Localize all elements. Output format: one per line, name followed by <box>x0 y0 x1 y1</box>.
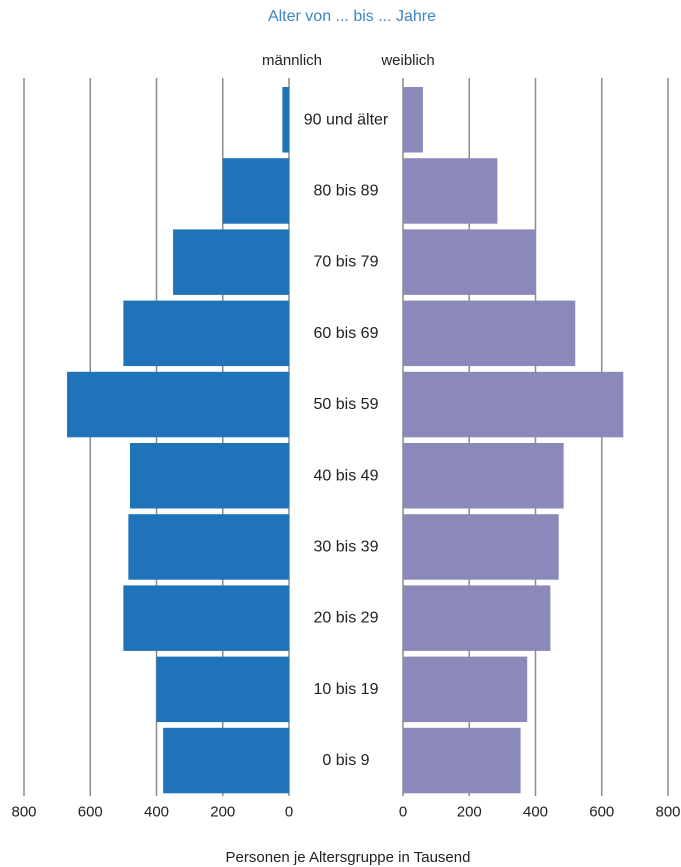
category-label-9: 0 bis 9 <box>322 752 369 769</box>
tick-label-male-0: 0 <box>285 803 293 820</box>
bar-female-0 <box>403 87 423 153</box>
category-label-7: 20 bis 29 <box>314 610 379 627</box>
x-axis-label: Personen je Altersgruppe in Tausend <box>226 849 471 866</box>
category-label-8: 10 bis 19 <box>314 681 379 698</box>
category-label-4: 50 bis 59 <box>314 396 379 413</box>
tick-label-female-600: 600 <box>589 803 614 820</box>
chart-title: Alter von ... bis ... Jahre <box>268 8 436 25</box>
bar-female-3 <box>403 300 576 367</box>
tick-label-male-200: 200 <box>210 803 235 820</box>
tick-label-male-600: 600 <box>78 803 103 820</box>
bar-male-5 <box>130 443 289 509</box>
legend-male: männlich <box>262 52 322 69</box>
bar-male-2 <box>173 229 289 295</box>
tick-labels: 0 0 200 200 400 400 600 600 800 800 <box>11 803 680 820</box>
tick-label-female-400: 400 <box>523 803 548 820</box>
bar-male-0 <box>282 87 289 153</box>
tick-label-male-800: 800 <box>11 803 36 820</box>
tick-label-female-800: 800 <box>655 803 680 820</box>
bar-male-8 <box>156 656 289 723</box>
tick-label-female-200: 200 <box>457 803 482 820</box>
category-label-2: 70 bis 79 <box>314 254 379 271</box>
bar-female-1 <box>403 158 498 224</box>
category-label-3: 60 bis 69 <box>314 325 379 342</box>
bar-male-3 <box>123 300 289 367</box>
bar-female-4 <box>403 371 624 438</box>
bar-female-5 <box>403 443 564 509</box>
bar-male-6 <box>128 514 289 580</box>
tick-label-female-0: 0 <box>399 803 407 820</box>
bar-male-9 <box>163 727 289 794</box>
category-label-6: 30 bis 39 <box>314 538 379 555</box>
bar-male-1 <box>222 158 289 224</box>
category-label-5: 40 bis 49 <box>314 467 379 484</box>
bar-female-8 <box>403 656 528 723</box>
category-labels: 90 und älter 80 bis 89 70 bis 79 60 bis 69 5… <box>304 111 389 769</box>
bar-male-4 <box>67 371 289 438</box>
category-label-1: 80 bis 89 <box>314 182 379 199</box>
bars <box>67 87 624 794</box>
bar-male-7 <box>123 585 289 651</box>
bar-female-2 <box>403 229 536 295</box>
bar-female-6 <box>403 514 559 580</box>
tick-label-male-400: 400 <box>144 803 169 820</box>
category-label-0: 90 und älter <box>304 111 389 128</box>
bar-female-7 <box>403 585 551 651</box>
bar-female-9 <box>403 727 521 794</box>
legend-female: weiblich <box>380 52 434 69</box>
